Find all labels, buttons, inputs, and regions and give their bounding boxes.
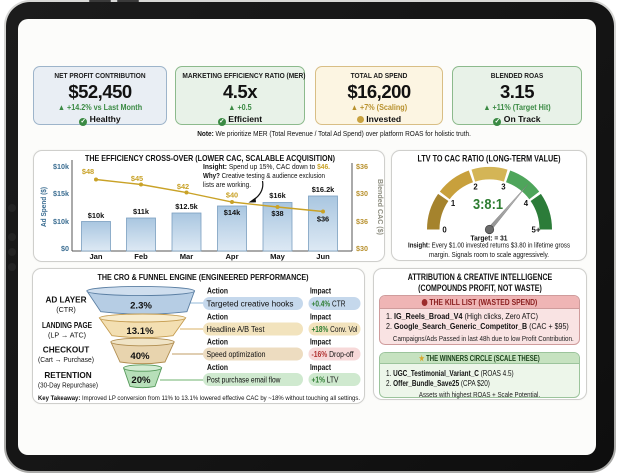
svg-text:2.3%: 2.3% [130,301,152,312]
svg-text:RETENTION: RETENTION [44,371,91,380]
svg-text:Blended CAC ($): Blended CAC ($) [376,179,385,236]
svg-text:-16% Drop-off: -16% Drop-off [312,350,355,359]
svg-text:Insight: Spend up 15%, CAC dow: Insight: Spend up 15%, CAC down to $46. [203,164,330,171]
svg-text:Feb: Feb [134,252,148,261]
svg-text:$15k: $15k [53,189,69,198]
svg-text:13.1%: 13.1% [126,326,154,337]
svg-text:Target: = 31: Target: = 31 [471,234,509,243]
svg-text:$11k: $11k [133,207,150,216]
svg-text:+0.4% CTR: +0.4% CTR [312,300,346,309]
svg-text:$36: $36 [356,217,368,226]
svg-text:$45: $45 [131,174,143,183]
svg-text:0: 0 [442,226,447,235]
svg-text:margin. Signals room to scale: margin. Signals room to scale aggressive… [429,251,549,259]
svg-text:$36: $36 [356,162,368,171]
svg-text:Speed optimization: Speed optimization [207,350,266,359]
svg-text:Action: Action [207,313,228,322]
svg-text:3: 3 [501,183,506,192]
svg-text:$48: $48 [82,167,94,176]
svg-text:CHECKOUT: CHECKOUT [43,346,89,355]
svg-text:May: May [270,252,286,261]
svg-text:THE CRO & FUNNEL ENGINE (ENGIN: THE CRO & FUNNEL ENGINE (ENGINEERED PERF… [98,272,309,282]
svg-text:$12.5k: $12.5k [175,202,198,211]
svg-text:$16.2k: $16.2k [312,185,335,194]
svg-text:(CTR): (CTR) [56,305,76,314]
svg-text:lists are working.: lists are working. [203,182,251,189]
svg-text:(Cart → Purchase): (Cart → Purchase) [38,355,94,364]
svg-text:3:8:1: 3:8:1 [473,196,503,213]
svg-text:Why? Creative testing & audien: Why? Creative testing & audience exclusi… [203,173,325,180]
svg-text:Jan: Jan [89,252,102,261]
svg-text:THE EFFICIENCY CROSS-OVER (LOW: THE EFFICIENCY CROSS-OVER (LOWER CAC, SC… [85,153,335,163]
svg-text:Impact: Impact [310,313,331,322]
svg-text:40%: 40% [130,351,150,362]
svg-text:Insight: Every $1.00 invested: Insight: Every $1.00 invested returns $3… [408,242,570,250]
svg-text:$40: $40 [226,191,238,200]
svg-text:$30: $30 [356,244,368,253]
svg-text:+18% Conv. Vol: +18% Conv. Vol [312,325,358,334]
svg-text:Impact: Impact [310,363,331,372]
svg-text:Impact: Impact [310,338,331,347]
svg-text:Action: Action [207,338,228,347]
svg-text:$16k: $16k [269,191,286,200]
svg-text:$14k: $14k [224,208,241,217]
svg-text:$10k: $10k [53,162,69,171]
svg-text:1: 1 [451,199,456,208]
svg-text:Post purchase email flow: Post purchase email flow [207,376,281,385]
svg-text:LANDING PAGE: LANDING PAGE [42,321,92,330]
svg-text:(30-Day Repurchase): (30-Day Repurchase) [38,381,98,390]
svg-text:$30: $30 [356,189,368,198]
svg-text:$38: $38 [271,209,283,218]
svg-text:AD LAYER: AD LAYER [45,296,86,305]
svg-text:Jun: Jun [316,252,330,261]
svg-text:(LP → ATC): (LP → ATC) [48,331,86,340]
svg-text:4: 4 [524,199,529,208]
svg-text:$36: $36 [317,215,329,224]
svg-text:Impact: Impact [310,287,331,296]
svg-text:Headline A/B Test: Headline A/B Test [207,325,266,334]
svg-text:Key Takeaway: Improved LP conv: Key Takeaway: Improved LP conversion fro… [38,395,360,402]
svg-text:Action: Action [207,363,228,372]
svg-text:$42: $42 [177,182,189,191]
svg-text:$0: $0 [61,244,69,253]
svg-text:20%: 20% [131,375,151,386]
svg-text:$10k: $10k [88,211,105,220]
svg-text:5+: 5+ [532,226,541,235]
svg-text:Targeted creative hooks: Targeted creative hooks [207,300,294,309]
svg-text:Ad Spend ($): Ad Spend ($) [39,186,48,227]
svg-text:Action: Action [207,287,228,296]
svg-text:$10k: $10k [53,217,69,226]
svg-text:Mar: Mar [180,252,194,261]
svg-text:+1% LTV: +1% LTV [312,376,340,385]
svg-text:Apr: Apr [225,252,238,261]
svg-text:LTV TO CAC RATIO (LONG-TERM VA: LTV TO CAC RATIO (LONG-TERM VALUE) [418,154,561,164]
svg-text:2: 2 [473,183,478,192]
